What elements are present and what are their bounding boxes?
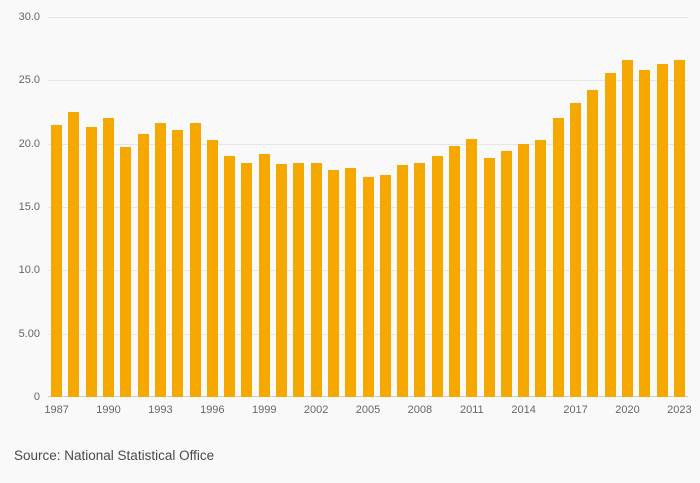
bar-1994 [172, 129, 184, 397]
bar-2018 [587, 90, 599, 397]
bar-2002 [310, 162, 322, 397]
gridline [48, 143, 688, 145]
x-tick-label-2008: 2008 [407, 404, 433, 416]
x-tick-label-1990: 1990 [96, 404, 121, 416]
bar-2011 [466, 138, 478, 397]
source-caption: Source: National Statistical Office [14, 448, 215, 463]
bar-1993 [154, 123, 166, 397]
bar-1987 [51, 124, 63, 397]
y-tick-label: 0 [33, 391, 40, 403]
bar-2008 [414, 162, 426, 397]
bar-1997 [224, 156, 236, 397]
x-tick-label-1999: 1999 [251, 404, 277, 416]
bar-1990 [103, 118, 115, 397]
x-tick-label-2020: 2020 [615, 404, 640, 416]
bar-2013 [500, 151, 512, 397]
gridline [48, 80, 688, 82]
y-tick-label: 15.0 [18, 201, 40, 213]
x-tick-label-2011: 2011 [459, 404, 484, 416]
bar-1999 [258, 153, 270, 397]
bar-1995 [189, 123, 201, 397]
bar-2020 [621, 60, 633, 397]
x-tick-label-1993: 1993 [148, 404, 173, 416]
y-tick-label: 10.0 [18, 264, 40, 277]
bar-2000 [276, 163, 287, 397]
bar-2015 [535, 139, 547, 397]
bar-chart: 0 5.00 10.0 15.0 20.0 25.0 30.0 1987 1990 1993 199… [18, 11, 692, 416]
bar-1998 [241, 162, 253, 397]
bar-1988 [68, 112, 80, 397]
bar-1996 [206, 139, 218, 397]
bar-2012 [483, 157, 495, 397]
bar-2007 [397, 165, 409, 397]
bar-2009 [431, 156, 443, 397]
y-tick-label: 25.0 [18, 74, 40, 87]
bar-2021 [639, 70, 651, 397]
bar-1989 [85, 127, 97, 397]
y-tick-label: 5.00 [18, 327, 40, 340]
bar-1991 [120, 147, 132, 397]
x-tick-label-2014: 2014 [511, 404, 536, 416]
y-tick-label: 20.0 [18, 137, 40, 150]
y-tick-label: 30.0 [18, 11, 40, 23]
bar-1992 [137, 133, 149, 397]
x-tick-label-1987: 1987 [44, 404, 69, 416]
bar-2022 [656, 63, 668, 397]
bar-2019 [604, 72, 616, 397]
gridline [48, 17, 688, 18]
x-tick-label-2002: 2002 [303, 404, 329, 416]
bar-2001 [293, 162, 305, 397]
bar-2023 [673, 60, 685, 397]
bar-2016 [552, 118, 564, 397]
bar-2014 [518, 143, 530, 397]
bar-2003 [327, 170, 339, 397]
x-tick-label-2023: 2023 [667, 404, 692, 416]
x-tick-label-2005: 2005 [355, 404, 381, 416]
plot-area [48, 17, 688, 397]
bar-2005 [362, 176, 374, 397]
x-tick-label-2017: 2017 [563, 404, 588, 416]
x-tick-label-1996: 1996 [200, 404, 225, 416]
bar-2010 [448, 146, 460, 397]
bar-2004 [345, 167, 357, 397]
bar-2006 [379, 175, 391, 397]
bar-2017 [570, 103, 582, 397]
